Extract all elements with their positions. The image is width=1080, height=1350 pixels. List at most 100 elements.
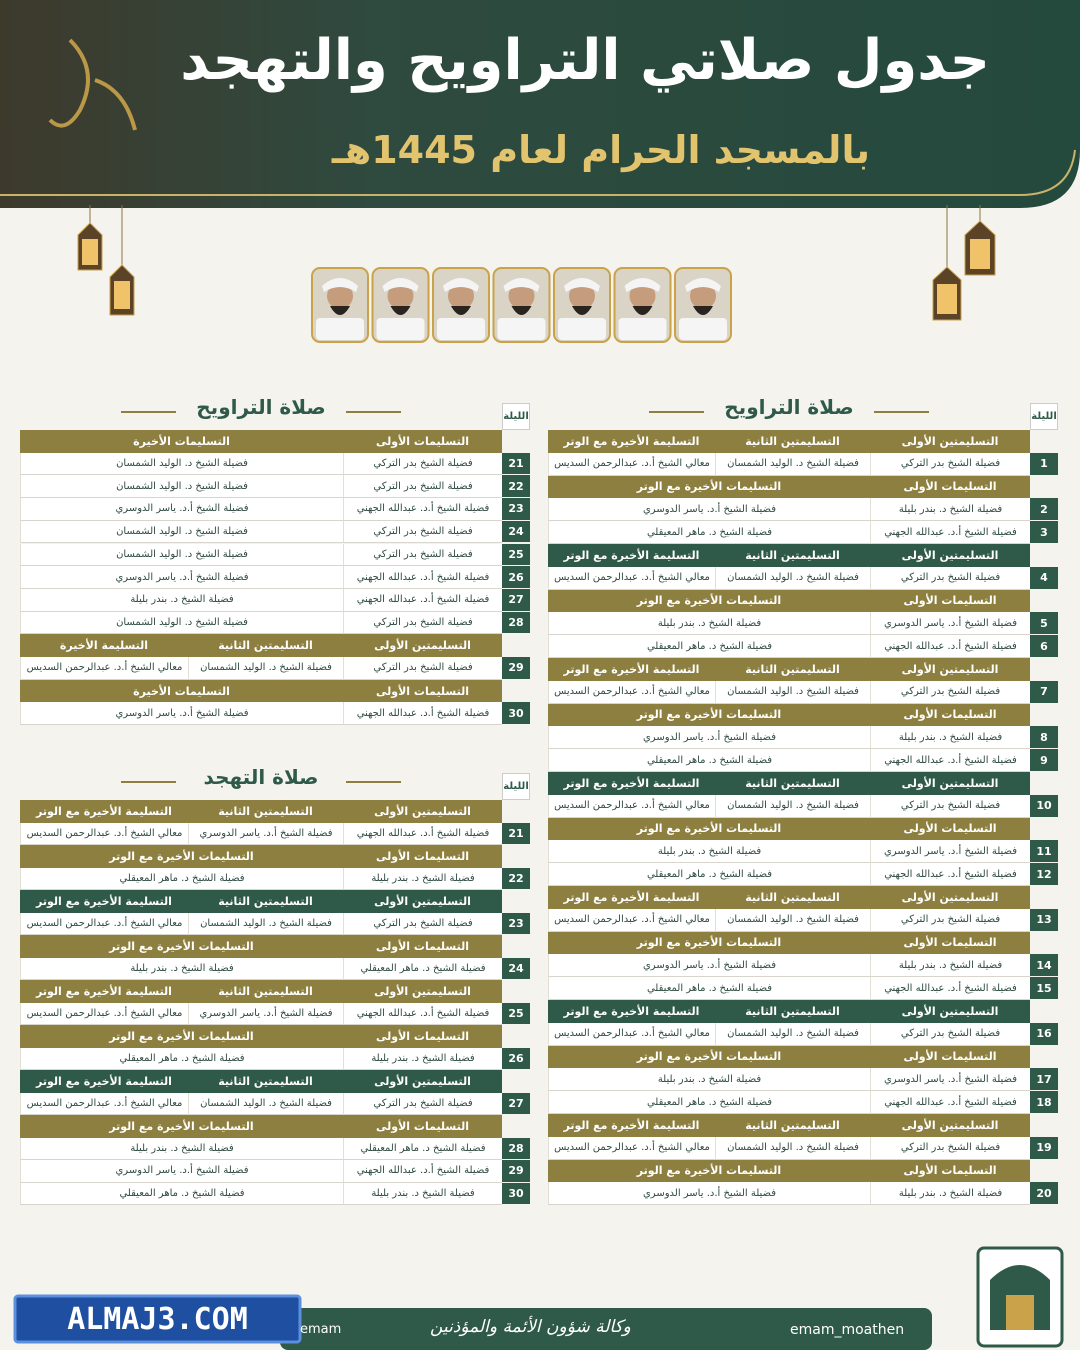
imam-name: فضيلة الشيخ د. ماهر المعيقلي (548, 863, 870, 886)
night-number: 30 (502, 1182, 530, 1205)
handle-right: emam_moathen (790, 1322, 905, 1338)
column-header: التسليمات الأخيرة مع الوتر (109, 849, 254, 863)
header-row (548, 589, 1030, 613)
imam-name: فضيلة الشيخ بدر التركي (343, 912, 502, 935)
imam-name: فضيلة الشيخ أ.د. عبدالله الجهني (870, 521, 1030, 544)
imam-name: معالي الشيخ أ.د. عبدالرحمن السديس (548, 566, 715, 590)
imam-name: فضيلة الشيخ بدر التركي (343, 543, 502, 567)
imam-name: معالي الشيخ أ.د. عبدالرحمن السديس (20, 912, 188, 935)
imam-name: معالي الشيخ أ.د. عبدالرحمن السديس (20, 1002, 188, 1025)
portrait (674, 267, 732, 343)
imam-name: فضيلة الشيخ د. بندر بليلة (870, 954, 1030, 978)
night-number: 2 (1030, 498, 1058, 522)
column-header: التسليمات الأخيرة مع الوتر (109, 939, 254, 953)
night-number: 29 (502, 657, 530, 680)
column-header: التسليمتين الأولى (374, 984, 471, 998)
imam-name: فضيلة الشيخ د. ماهر المعيقلي (20, 1047, 343, 1070)
imam-name: فضيلة الشيخ بدر التركي (870, 794, 1030, 818)
imam-name: فضيلة الشيخ د. الوليد الشمسان (715, 1022, 870, 1046)
title-rule (874, 411, 929, 413)
table-title: صلاة التراويح (724, 395, 854, 419)
night-number: 10 (1030, 794, 1058, 818)
header-row (548, 430, 1030, 453)
night-number: 11 (1030, 840, 1058, 864)
column-header: التسليمتين الثانية (745, 1004, 840, 1018)
night-number: 22 (502, 867, 530, 890)
header-row (548, 475, 1030, 499)
imam-name: فضيلة الشيخ أ.د. عبدالله الجهني (343, 1160, 502, 1183)
night-number: 23 (502, 498, 530, 521)
title-rule (121, 411, 176, 413)
column-header: التسليمات الأخيرة (133, 434, 230, 448)
imam-name: فضيلة الشيخ أ.د. عبدالله الجهني (343, 1002, 502, 1025)
agency-name: وكالة شؤون الأئمة والمؤذنين (430, 1317, 631, 1337)
night-number: 3 (1030, 521, 1058, 544)
night-label: الليلة (502, 403, 530, 430)
table-title: صلاة التراويح (196, 395, 326, 419)
imam-name: معالي الشيخ أ.د. عبدالرحمن السديس (20, 1092, 188, 1115)
subtitle: بالمسجد الحرام لعام 1445هـ (331, 128, 870, 172)
header-row (548, 1159, 1030, 1183)
imam-name: فضيلة الشيخ أ.د. ياسر الدوسري (20, 702, 343, 726)
night-number: 29 (502, 1160, 530, 1183)
night-label: الليلة (1030, 403, 1058, 430)
imam-name: فضيلة الشيخ أ.د. عبدالله الجهني (870, 863, 1030, 886)
column-header: التسليمتين الأولى (901, 776, 999, 790)
column-header: التسليمات الأولى (903, 1050, 997, 1064)
night-number: 26 (502, 1047, 530, 1070)
imam-name: فضيلة الشيخ د. الوليد الشمسان (20, 452, 343, 476)
column-header: التسليمتين الثانية (745, 434, 840, 448)
night-number: 26 (502, 566, 530, 589)
imam-name: فضيلة الشيخ أ.د. عبدالله الجهني (343, 822, 502, 845)
imam-name: فضيلة الشيخ د. بندر بليلة (343, 1047, 502, 1070)
imam-name: فضيلة الشيخ بدر التركي (870, 566, 1030, 590)
night-number: 9 (1030, 749, 1058, 772)
imam-name: فضيلة الشيخ أ.د. ياسر الدوسري (20, 1160, 343, 1183)
imam-name: فضيلة الشيخ د. الوليد الشمسان (20, 475, 343, 499)
night-number: 15 (1030, 977, 1058, 1000)
imam-name: فضيلة الشيخ د. ماهر المعيقلي (548, 1091, 870, 1114)
imam-name: فضيلة الشيخ د. الوليد الشمسان (188, 912, 343, 935)
portrait (613, 267, 672, 343)
night-number: 1 (1030, 452, 1058, 476)
imam-name: معالي الشيخ أ.د. عبدالرحمن السديس (548, 680, 715, 704)
lanterns-right (932, 205, 996, 321)
imam-name: فضيلة الشيخ بدر التركي (870, 1136, 1030, 1160)
imam-name: فضيلة الشيخ بدر التركي (343, 657, 502, 680)
portrait (311, 267, 369, 343)
imam-name: فضيلة الشيخ د. الوليد الشمسان (20, 611, 343, 635)
column-header: التسليمتين الأولى (901, 1004, 999, 1018)
column-header: التسليمتين الأولى (374, 804, 471, 818)
column-header: التسليمات الأخيرة مع الوتر (109, 1029, 254, 1043)
column-header: التسليمتين الأولى (901, 434, 999, 448)
column-header: التسليمة الأخيرة مع الوتر (563, 1118, 700, 1132)
night-number: 20 (1030, 1182, 1058, 1206)
column-header: التسليمتين الثانية (218, 639, 313, 653)
night-number: 22 (502, 475, 530, 499)
column-header: التسليمات الأولى (376, 939, 470, 953)
imam-name: فضيلة الشيخ د. ماهر المعيقلي (20, 1182, 343, 1205)
header-row (20, 1025, 502, 1048)
lanterns-left (77, 205, 135, 316)
column-header: التسليمات الأخيرة مع الوتر (636, 708, 782, 722)
night-number: 17 (1030, 1068, 1058, 1092)
night-number: 21 (502, 822, 530, 845)
imam-name: فضيلة الشيخ د. بندر بليلة (870, 1182, 1030, 1206)
column-header: التسليمات الأخيرة (133, 684, 230, 698)
header-row (548, 1114, 1030, 1137)
imam-name: فضيلة الشيخ د. الوليد الشمسان (715, 908, 870, 932)
handle-left: emam (300, 1322, 342, 1337)
imam-name: فضيلة الشيخ د. ماهر المعيقلي (20, 867, 343, 890)
night-number: 18 (1030, 1091, 1058, 1114)
imam-name: فضيلة الشيخ أ.د. عبدالله الجهني (343, 588, 502, 612)
header-row (548, 703, 1030, 727)
imam-name: فضيلة الشيخ د. بندر بليلة (548, 612, 870, 636)
portrait (492, 267, 551, 343)
imam-name: فضيلة الشيخ د. بندر بليلة (870, 726, 1030, 750)
footer-graphics (13, 1246, 1064, 1350)
header-row (20, 935, 502, 958)
imam-name: فضيلة الشيخ أ.د. عبدالله الجهني (870, 977, 1030, 1000)
imam-name: فضيلة الشيخ بدر التركي (870, 908, 1030, 932)
header-row (20, 634, 502, 657)
